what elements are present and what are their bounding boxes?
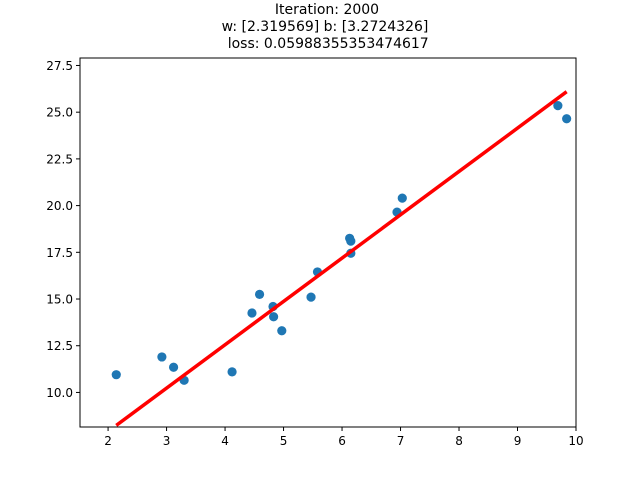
data-point <box>397 193 407 203</box>
x-tick-label: 7 <box>397 434 405 448</box>
fit-line <box>115 90 568 427</box>
x-tick-label: 8 <box>455 434 463 448</box>
data-point <box>157 352 167 362</box>
data-point <box>269 312 279 322</box>
axis-ticks: 2 3 4 5 6 7 8 9 10 10.0 12.5 15.0 17.5 20.0 22.5 25.0 27… <box>46 59 583 448</box>
x-tick-label: 6 <box>338 434 346 448</box>
data-point <box>168 362 179 372</box>
y-tick-label: 27.5 <box>46 59 73 73</box>
x-tick-label: 4 <box>221 434 229 448</box>
y-tick-label: 20.0 <box>46 199 73 213</box>
x-tick-label: 2 <box>104 434 112 448</box>
x-tick-label: 5 <box>280 434 288 448</box>
data-point <box>247 308 257 318</box>
data-point <box>306 292 316 302</box>
data-point <box>553 101 563 111</box>
chart-title-line-2: w: [2.319569] b: [3.2724326] <box>222 19 429 35</box>
y-tick-label: 10.0 <box>46 386 73 400</box>
plot-area <box>111 90 572 427</box>
chart-title-line-1: Iteration: 2000 <box>275 2 379 18</box>
y-tick-label: 12.5 <box>46 339 73 353</box>
x-tick-label: 3 <box>163 434 171 448</box>
data-point <box>346 236 356 246</box>
y-tick-label: 25.0 <box>46 106 73 120</box>
data-point <box>254 289 265 299</box>
axes-frame <box>79 57 577 428</box>
x-tick-label: 10 <box>568 434 583 448</box>
y-tick-label: 15.0 <box>46 293 73 307</box>
data-point <box>277 326 287 336</box>
data-point <box>562 114 572 124</box>
y-tick-label: 17.5 <box>46 246 73 260</box>
chart-title-line-3: loss: 0.05988355353474617 <box>223 36 428 52</box>
x-tick-label: 9 <box>514 434 522 448</box>
data-point <box>111 370 121 380</box>
y-tick-label: 22.5 <box>46 152 73 166</box>
data-point <box>227 367 237 377</box>
